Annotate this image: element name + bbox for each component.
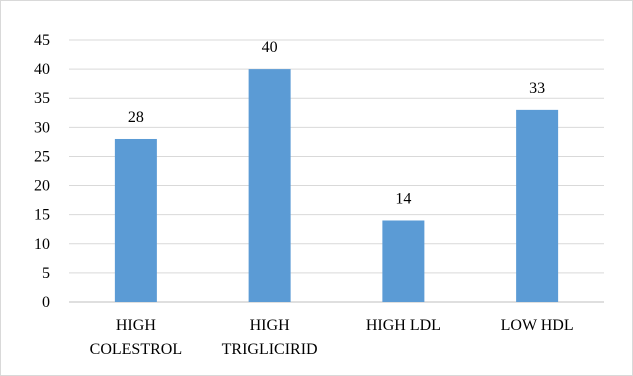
category-label-1: HIGH COLESTROL xyxy=(90,317,182,358)
data-label-1: 28 xyxy=(128,109,144,126)
x-axis-categories: HIGH COLESTROL HIGH TRIGLICIRID HIGH LDL LOW … xyxy=(90,317,574,358)
y-tick-label-10: 10 xyxy=(34,236,50,253)
y-tick-label-5: 5 xyxy=(42,265,50,282)
category-label-4: LOW HDL xyxy=(501,317,574,334)
category-label-line: LOW HDL xyxy=(501,317,574,334)
y-tick-label-15: 15 xyxy=(34,207,50,224)
category-label-line: TRIGLICIRID xyxy=(222,341,318,358)
y-tick-label-45: 45 xyxy=(34,32,50,49)
y-tick-label-35: 35 xyxy=(34,90,50,107)
bar-3 xyxy=(382,220,425,302)
category-label-2: HIGH TRIGLICIRID xyxy=(222,317,318,358)
y-tick-label-25: 25 xyxy=(34,148,50,165)
y-tick-label-30: 30 xyxy=(34,119,50,136)
category-label-line: HIGH xyxy=(250,317,290,334)
data-labels: 28 40 14 33 xyxy=(128,39,545,207)
data-label-3: 14 xyxy=(395,190,411,207)
gridlines xyxy=(69,39,604,303)
data-label-2: 40 xyxy=(262,39,278,56)
y-axis-ticks: 0 5 10 15 20 25 30 35 40 45 xyxy=(34,32,50,311)
category-label-line: HIGH xyxy=(116,317,156,334)
y-tick-label-20: 20 xyxy=(34,178,50,195)
bar-1 xyxy=(114,138,157,302)
y-tick-label-0: 0 xyxy=(42,294,50,311)
category-label-line: COLESTROL xyxy=(90,341,182,358)
data-label-4: 33 xyxy=(529,80,545,97)
bar-2 xyxy=(248,69,291,302)
category-label-3: HIGH LDL xyxy=(366,317,441,334)
bar-4 xyxy=(516,109,559,302)
category-label-line: HIGH LDL xyxy=(366,317,441,334)
bars xyxy=(114,69,559,302)
y-tick-label-40: 40 xyxy=(34,61,50,78)
